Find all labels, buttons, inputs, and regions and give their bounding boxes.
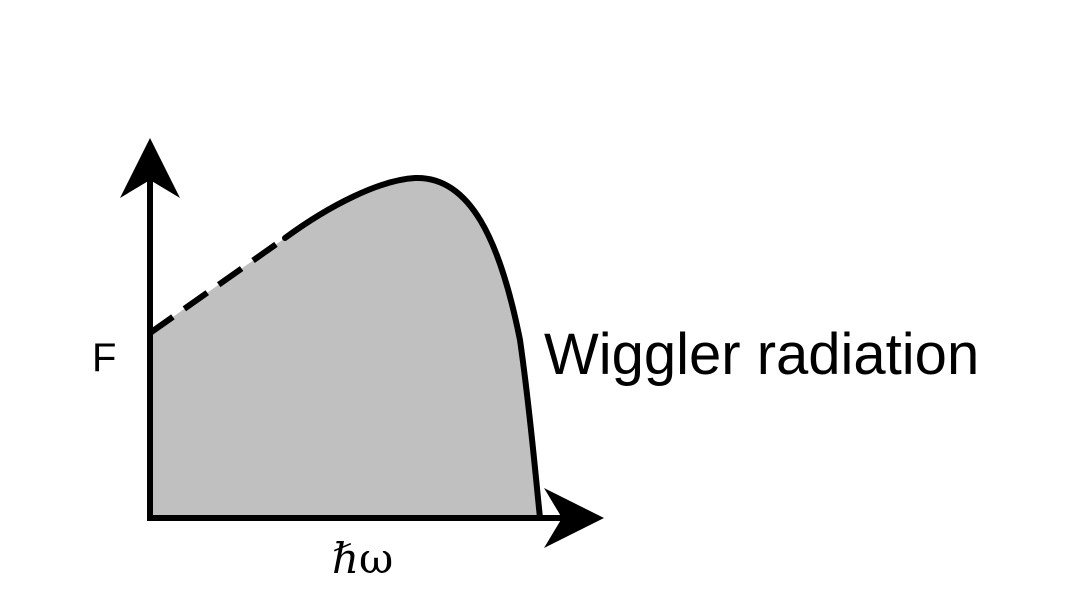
y-axis-label: F [92, 336, 117, 380]
spectrum-curve-solid [282, 174, 543, 521]
x-axis-label: ℏω [332, 534, 394, 583]
spectrum-area [150, 177, 540, 518]
curve-label: Wiggler radiation [544, 322, 980, 387]
spectrum-curve-dashed [148, 235, 287, 336]
